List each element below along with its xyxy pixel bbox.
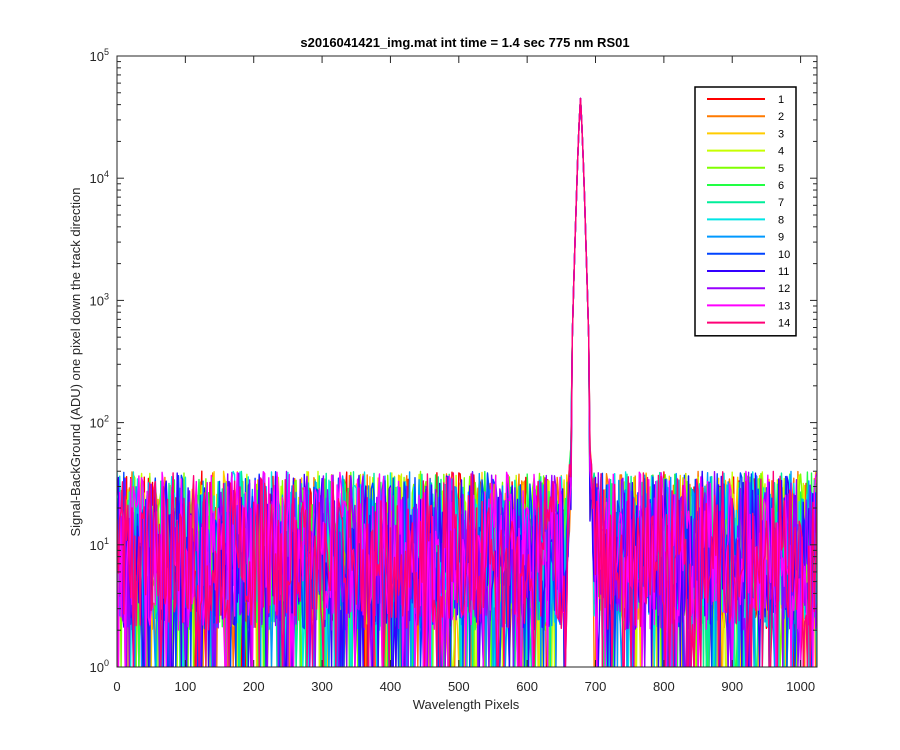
legend-label-13: 13: [778, 300, 790, 312]
x-tick-label: 800: [653, 679, 675, 694]
legend-box: [694, 86, 797, 337]
x-tick-label: 900: [721, 679, 743, 694]
legend-label-12: 12: [778, 283, 790, 295]
y-tick-label: 101: [90, 536, 109, 553]
x-tick-label: 200: [243, 679, 265, 694]
legend-label-5: 5: [778, 163, 784, 175]
legend-label-7: 7: [778, 197, 784, 209]
x-tick-label: 600: [516, 679, 538, 694]
y-tick-label: 104: [90, 169, 109, 186]
x-tick-label: 400: [380, 679, 402, 694]
x-tick-label: 500: [448, 679, 470, 694]
legend-label-11: 11: [778, 266, 789, 278]
x-axis: 0 100 200 300 400 500 600 700 800 900 1000: [113, 56, 815, 694]
legend-label-10: 10: [778, 249, 790, 261]
legend-label-2: 2: [778, 111, 784, 123]
legend-label-3: 3: [778, 128, 784, 140]
y-tick-label: 103: [90, 291, 109, 308]
series-line-14: [117, 97, 817, 667]
legend-label-4: 4: [778, 146, 784, 158]
y-tick-label: 100: [90, 658, 109, 675]
x-axis-label: Wavelength Pixels: [413, 697, 520, 712]
x-tick-label: 300: [311, 679, 333, 694]
legend-label-6: 6: [778, 180, 784, 192]
series-layer: [117, 97, 817, 667]
y-axis-label: Signal-BackGround (ADU) one pixel down t…: [68, 187, 83, 536]
chart-title: s2016041421_img.mat int time = 1.4 sec 7…: [300, 35, 629, 50]
x-tick-label: 700: [585, 679, 607, 694]
legend-label-9: 9: [778, 232, 784, 244]
y-tick-label: 105: [90, 47, 109, 64]
legend-label-8: 8: [778, 214, 784, 226]
x-tick-label: 1000: [786, 679, 815, 694]
legend-label-14: 14: [778, 318, 790, 330]
axes-box: [116, 55, 818, 668]
x-tick-label: 100: [175, 679, 197, 694]
legend-label-1: 1: [778, 94, 784, 106]
x-tick-label: 0: [113, 679, 120, 694]
y-tick-label: 102: [90, 414, 109, 431]
series-line-13: [117, 97, 817, 667]
